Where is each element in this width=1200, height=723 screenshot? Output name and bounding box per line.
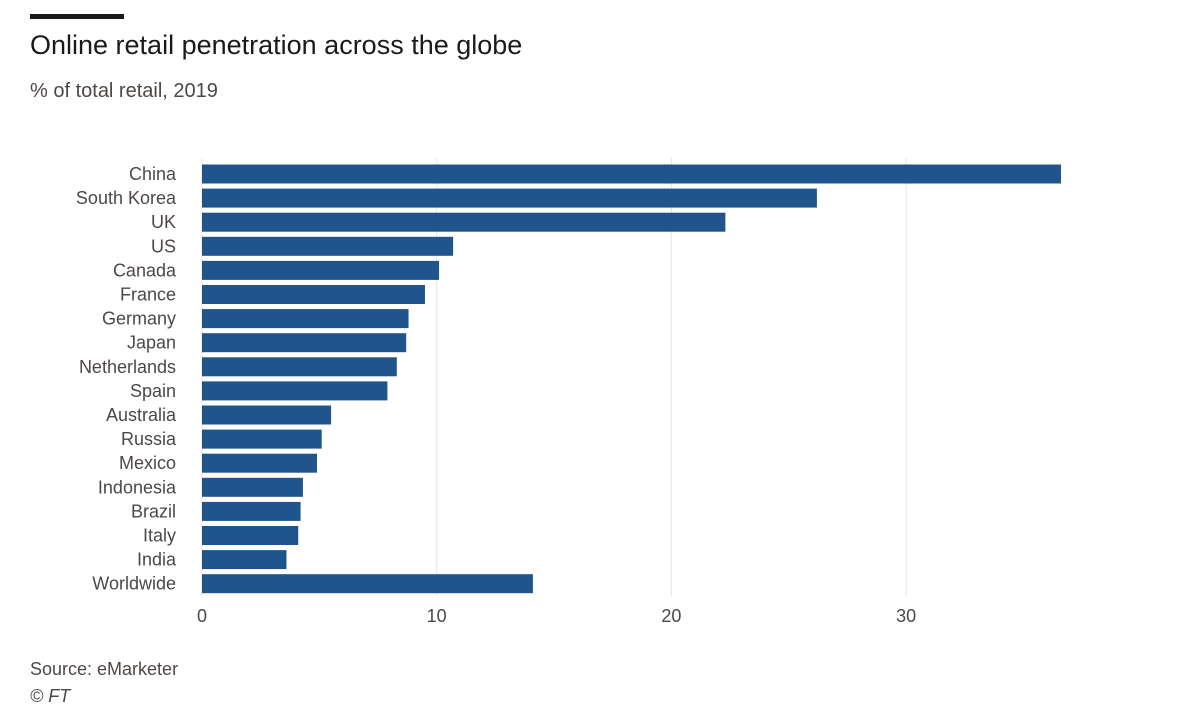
bar bbox=[202, 429, 322, 449]
bar bbox=[202, 309, 409, 329]
category-labels: China South Korea UK US Canada France Germany J… bbox=[76, 164, 177, 594]
source-note: Source: eMarketer bbox=[30, 659, 179, 679]
bar bbox=[202, 212, 726, 232]
chart-title: Online retail penetration across the glo… bbox=[30, 30, 523, 60]
bar bbox=[202, 236, 454, 256]
bar bbox=[202, 550, 287, 570]
bar bbox=[202, 285, 425, 304]
x-tick-labels: 0 10 20 30 bbox=[197, 606, 916, 626]
category-label: UK bbox=[151, 212, 176, 232]
category-label: Italy bbox=[143, 526, 176, 546]
category-label: China bbox=[129, 164, 177, 184]
category-label: Germany bbox=[102, 309, 176, 329]
category-label: Australia bbox=[106, 405, 177, 425]
bar bbox=[202, 357, 397, 377]
bar bbox=[202, 381, 388, 401]
bar bbox=[202, 477, 303, 497]
bar bbox=[202, 164, 1062, 184]
category-label: Brazil bbox=[131, 501, 176, 521]
category-label: Mexico bbox=[119, 453, 176, 473]
category-label: Russia bbox=[121, 429, 177, 449]
category-label: Indonesia bbox=[98, 477, 177, 497]
credit-note: © FT bbox=[30, 686, 71, 706]
category-label: France bbox=[120, 285, 176, 305]
bar bbox=[202, 405, 332, 425]
x-tick-label: 0 bbox=[197, 606, 207, 626]
bar bbox=[202, 574, 533, 594]
category-label: South Korea bbox=[76, 188, 177, 208]
top-rule bbox=[30, 14, 124, 19]
bar bbox=[202, 526, 299, 545]
bars bbox=[202, 164, 1062, 594]
bar bbox=[202, 333, 407, 353]
category-label: Netherlands bbox=[79, 357, 176, 377]
bar bbox=[202, 260, 440, 280]
bar bbox=[202, 453, 318, 473]
category-label: US bbox=[151, 236, 176, 256]
category-label: India bbox=[137, 550, 177, 570]
bar bbox=[202, 501, 301, 521]
x-tick-label: 20 bbox=[661, 606, 681, 626]
bar bbox=[202, 188, 817, 208]
category-label: Worldwide bbox=[92, 574, 176, 594]
category-label: Spain bbox=[130, 381, 176, 401]
x-tick-label: 30 bbox=[896, 606, 916, 626]
category-label: Canada bbox=[113, 260, 177, 280]
x-tick-label: 10 bbox=[427, 606, 447, 626]
chart-subtitle: % of total retail, 2019 bbox=[30, 80, 218, 102]
category-label: Japan bbox=[127, 333, 176, 353]
